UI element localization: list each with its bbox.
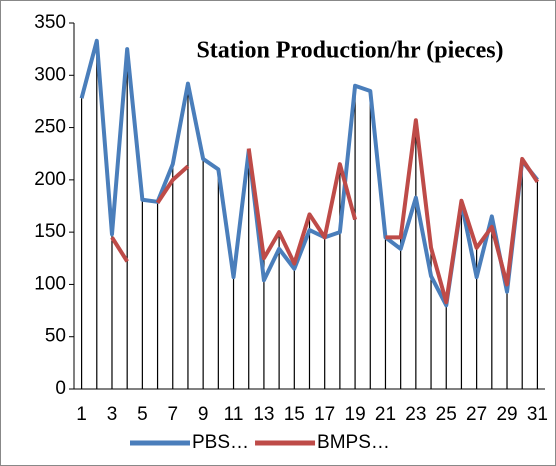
legend-label: PBS… xyxy=(192,432,249,453)
x-tick-label: 27 xyxy=(466,404,487,425)
x-tick-label: 7 xyxy=(167,404,178,425)
y-tick-label: 50 xyxy=(45,326,66,347)
y-tick-label: 150 xyxy=(34,221,66,242)
chart-title: Station Production/hr (pieces) xyxy=(196,38,503,64)
legend-label: BMPS… xyxy=(317,432,390,453)
x-tick-label: 9 xyxy=(198,404,209,425)
x-tick-label: 11 xyxy=(224,404,244,425)
y-tick-label: 300 xyxy=(34,64,66,85)
series-line xyxy=(110,118,540,305)
x-tick-label: 23 xyxy=(405,404,426,425)
y-tick-label: 350 xyxy=(34,12,66,33)
y-tick-label: 200 xyxy=(34,169,66,190)
x-tick-label: 1 xyxy=(76,404,87,425)
x-tick-label: 15 xyxy=(284,404,305,425)
x-tick-label: 17 xyxy=(314,404,335,425)
x-tick-label: 3 xyxy=(107,404,118,425)
x-tick-label: 29 xyxy=(496,404,517,425)
y-tick-label: 250 xyxy=(34,117,66,138)
x-tick-label: 21 xyxy=(375,404,396,425)
y-tick-label: 100 xyxy=(34,273,66,294)
y-tick-label: 0 xyxy=(55,378,66,399)
x-tick-label: 5 xyxy=(137,404,148,425)
x-tick-label: 25 xyxy=(436,404,457,425)
x-tick-label: 19 xyxy=(345,404,366,425)
x-tick-label: 13 xyxy=(253,404,274,425)
x-tick-label: 31 xyxy=(527,404,548,425)
